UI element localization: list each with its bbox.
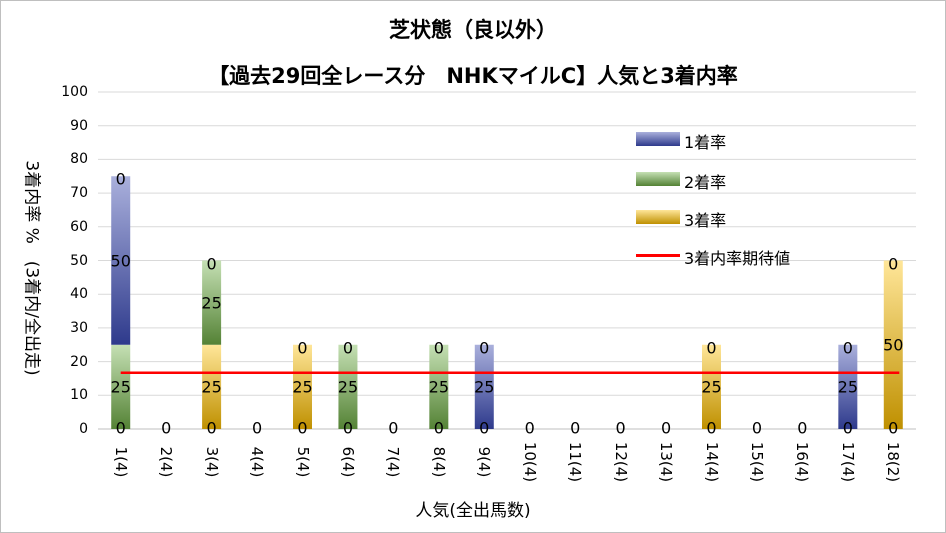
bar-segment-1st <box>474 344 494 429</box>
bar-segment-1st <box>838 344 858 429</box>
data-label: 0 <box>706 418 717 438</box>
x-tick-label: 13(4) <box>657 441 676 483</box>
data-label: 0 <box>388 418 399 438</box>
y-tick-label: 90 <box>70 117 88 134</box>
y-tick-label: 50 <box>70 252 88 269</box>
data-label: 0 <box>297 418 308 438</box>
x-tick-label: 12(4) <box>611 441 630 483</box>
x-tick-label: 18(2) <box>884 441 903 483</box>
legend-swatch-1st <box>636 132 680 146</box>
data-label: 25 <box>428 377 450 397</box>
data-label: 0 <box>161 418 172 438</box>
data-label: 0 <box>888 254 899 273</box>
x-tick-label: 8(4) <box>429 446 448 478</box>
y-tick-label: 0 <box>79 421 88 437</box>
x-axis-label: 人気(全出馬数) <box>415 501 531 521</box>
x-tick-label: 1(4) <box>111 446 130 478</box>
y-tick-label: 100 <box>61 84 88 100</box>
data-label: 0 <box>297 338 308 358</box>
data-label: 0 <box>570 418 581 438</box>
x-tick-label: 15(4) <box>747 441 766 483</box>
x-tick-label: 10(4) <box>520 441 539 483</box>
data-label: 0 <box>479 418 490 438</box>
x-tick-label: 16(4) <box>793 441 812 483</box>
y-tick-label: 10 <box>70 387 88 404</box>
y-tick-label: 30 <box>70 319 88 336</box>
legend-swatch-2nd <box>636 172 680 186</box>
legend-swatch-3rd <box>636 210 680 224</box>
x-tick-label: 9(4) <box>475 446 494 478</box>
chart-title: 芝状態（良以外） <box>389 18 557 42</box>
x-tick-label: 17(4) <box>838 441 857 483</box>
y-tick-label: 80 <box>70 151 88 168</box>
data-label: 50 <box>883 335 904 355</box>
legend-label-2nd: 2着率 <box>684 173 727 192</box>
data-label: 0 <box>115 169 126 189</box>
data-label: 0 <box>751 418 763 438</box>
data-label: 0 <box>479 338 490 358</box>
data-label: 0 <box>433 418 444 438</box>
data-label: 0 <box>251 418 263 438</box>
bar-segment-2nd <box>202 260 222 345</box>
data-label: 0 <box>206 254 217 273</box>
x-tick-label: 4(4) <box>248 446 267 478</box>
data-label: 25 <box>110 377 131 397</box>
x-tick-label: 5(4) <box>293 446 312 478</box>
y-tick-label: 20 <box>70 353 88 370</box>
data-label: 0 <box>342 338 354 358</box>
legend-label-3rd: 3着率 <box>684 211 727 230</box>
bar-segment-3rd <box>883 260 903 429</box>
data-label: 0 <box>524 418 535 438</box>
data-label: 0 <box>342 418 354 438</box>
x-tick-label: 14(4) <box>702 441 721 483</box>
data-label: 0 <box>433 338 444 358</box>
bar-segment-3rd <box>702 344 721 429</box>
chart-subtitle: 【過去29回全レース分 NHKマイルC】人気と3着内率 <box>208 64 738 88</box>
data-label: 0 <box>615 418 626 438</box>
bar-segment-3rd <box>202 344 222 429</box>
legend-label-1st: 1着率 <box>684 133 727 152</box>
data-label: 0 <box>842 418 853 438</box>
data-label: 25 <box>201 293 222 313</box>
data-label: 0 <box>842 338 853 358</box>
data-label: 50 <box>110 251 131 270</box>
legend-label-expected: 3着内率期待値 <box>684 249 791 268</box>
x-tick-label: 2(4) <box>157 446 176 478</box>
data-label: 0 <box>660 418 672 438</box>
y-tick-label: 60 <box>70 218 88 235</box>
x-tick-label: 7(4) <box>384 446 403 478</box>
bar-segment-2nd <box>338 344 358 429</box>
data-label: 25 <box>292 377 313 397</box>
data-label: 25 <box>701 377 722 397</box>
data-label: 25 <box>337 377 359 397</box>
data-label: 0 <box>206 418 217 438</box>
bar-segment-2nd <box>429 344 449 429</box>
data-label: 0 <box>115 418 126 438</box>
data-label: 25 <box>837 377 859 397</box>
bar-segment-2nd <box>111 344 131 429</box>
data-label: 25 <box>201 377 222 397</box>
legend-swatch-expected <box>636 254 680 257</box>
data-label: 25 <box>474 377 495 397</box>
x-tick-label: 11(4) <box>566 441 585 483</box>
x-tick-label: 3(4) <box>202 446 221 478</box>
bar-segment-3rd <box>293 344 312 429</box>
data-label: 0 <box>706 338 717 358</box>
data-label: 0 <box>797 418 808 438</box>
y-tick-label: 40 <box>70 286 88 303</box>
bar-segment-1st <box>111 176 131 345</box>
x-tick-label: 6(4) <box>338 446 357 478</box>
y-tick-label: 70 <box>70 185 88 202</box>
data-label: 0 <box>888 418 899 438</box>
